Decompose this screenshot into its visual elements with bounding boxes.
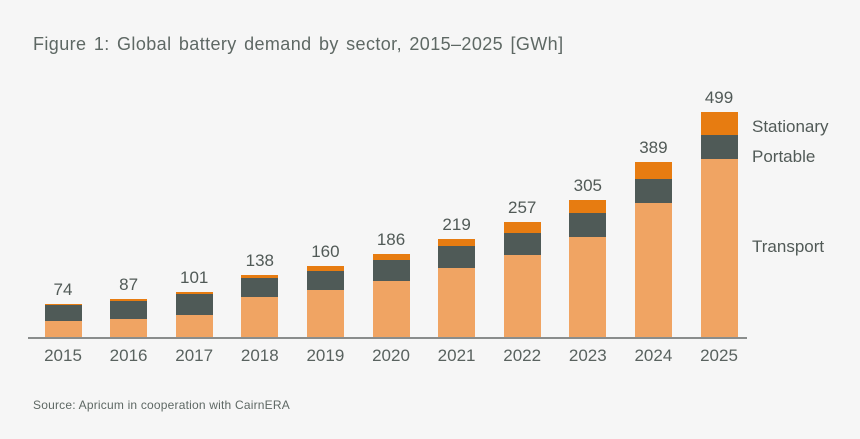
- bar-total-label-2017: 101: [180, 268, 209, 287]
- x-axis-label-2019: 2019: [306, 346, 345, 365]
- bar-segment-transport-2019: [306, 290, 344, 338]
- bar-2022: 257: [503, 198, 541, 338]
- x-axis-label-2024: 2024: [634, 346, 673, 365]
- bar-total-label-2022: 257: [508, 198, 537, 217]
- bar-segment-portable-2025: [700, 135, 738, 159]
- x-axis-label-2020: 2020: [372, 346, 410, 365]
- bar-segment-stationary-2022: [503, 222, 541, 233]
- bar-segment-transport-2025: [700, 159, 738, 338]
- x-axis-line: [28, 337, 747, 339]
- x-axis-label-2015: 2015: [44, 346, 82, 365]
- bar-2020: 186: [372, 230, 410, 338]
- bar-segment-stationary-2025: [700, 112, 738, 135]
- x-axis-label-2016: 2016: [109, 346, 148, 365]
- bar-segment-portable-2016: [110, 301, 148, 319]
- x-axis-label-2023: 2023: [568, 346, 607, 365]
- bar-segment-portable-2022: [503, 233, 541, 255]
- bar-total-label-2015: 74: [53, 280, 73, 299]
- bar-total-label-2025: 499: [704, 88, 734, 107]
- bar-2016: 87: [110, 275, 148, 338]
- x-axis-label-2025: 2025: [700, 346, 738, 365]
- bar-segment-stationary-2017: [175, 292, 213, 294]
- bar-2024: 389: [634, 138, 672, 338]
- bar-2023: 305: [569, 176, 607, 338]
- bar-segment-portable-2015: [44, 305, 82, 321]
- bar-segment-stationary-2024: [634, 162, 672, 179]
- bar-segment-transport-2015: [44, 321, 82, 338]
- bar-segment-portable-2018: [241, 278, 279, 297]
- bar-2021: 219: [438, 215, 476, 338]
- bar-segment-transport-2024: [634, 203, 672, 338]
- bar-segment-stationary-2019: [306, 266, 344, 271]
- bar-segment-transport-2017: [175, 315, 213, 338]
- bar-total-label-2019: 160: [311, 242, 340, 261]
- bar-segment-portable-2019: [306, 271, 344, 290]
- bar-total-label-2021: 219: [442, 215, 471, 234]
- bar-segment-transport-2020: [372, 281, 410, 338]
- bar-segment-transport-2021: [438, 268, 476, 338]
- x-axis-label-2017: 2017: [175, 346, 214, 365]
- x-axis-label-2018: 2018: [240, 346, 279, 365]
- bar-segment-transport-2016: [110, 319, 148, 338]
- x-axis-label-2022: 2022: [503, 346, 542, 365]
- chart-title: Figure 1: Global battery demand by secto…: [33, 34, 564, 54]
- bar-segment-stationary-2018: [241, 275, 279, 278]
- bar-total-label-2023: 305: [573, 176, 602, 195]
- bar-segment-portable-2020: [372, 260, 410, 281]
- legend-label-transport: Transport: [752, 237, 825, 256]
- bar-total-label-2016: 87: [119, 275, 139, 294]
- bar-2018: 138: [241, 251, 279, 338]
- bar-segment-stationary-2016: [110, 299, 148, 301]
- bar-segment-portable-2021: [438, 246, 476, 268]
- bar-segment-transport-2023: [569, 237, 607, 338]
- bar-segment-transport-2018: [241, 297, 279, 338]
- bar-segment-stationary-2021: [438, 239, 476, 246]
- bar-2015: 74: [44, 280, 82, 338]
- bar-total-label-2024: 389: [639, 138, 668, 157]
- source-note: Source: Apricum in cooperation with Cair…: [33, 398, 290, 412]
- bar-total-label-2018: 138: [245, 251, 274, 270]
- x-axis-label-2021: 2021: [437, 346, 476, 365]
- bar-segment-portable-2024: [634, 179, 672, 203]
- bar-segment-stationary-2020: [372, 254, 410, 260]
- bar-segment-portable-2023: [569, 213, 607, 237]
- bar-segment-transport-2022: [503, 255, 541, 338]
- bar-total-label-2020: 186: [376, 230, 406, 249]
- bar-2025: 499: [700, 88, 738, 338]
- bar-segment-stationary-2015: [44, 304, 82, 305]
- bar-2019: 160: [306, 242, 344, 338]
- legend-label-portable: Portable: [752, 147, 816, 166]
- bar-segment-portable-2017: [175, 294, 213, 315]
- legend-label-stationary: Stationary: [752, 117, 829, 136]
- bar-segment-stationary-2023: [569, 200, 607, 213]
- bar-2017: 101: [175, 268, 213, 338]
